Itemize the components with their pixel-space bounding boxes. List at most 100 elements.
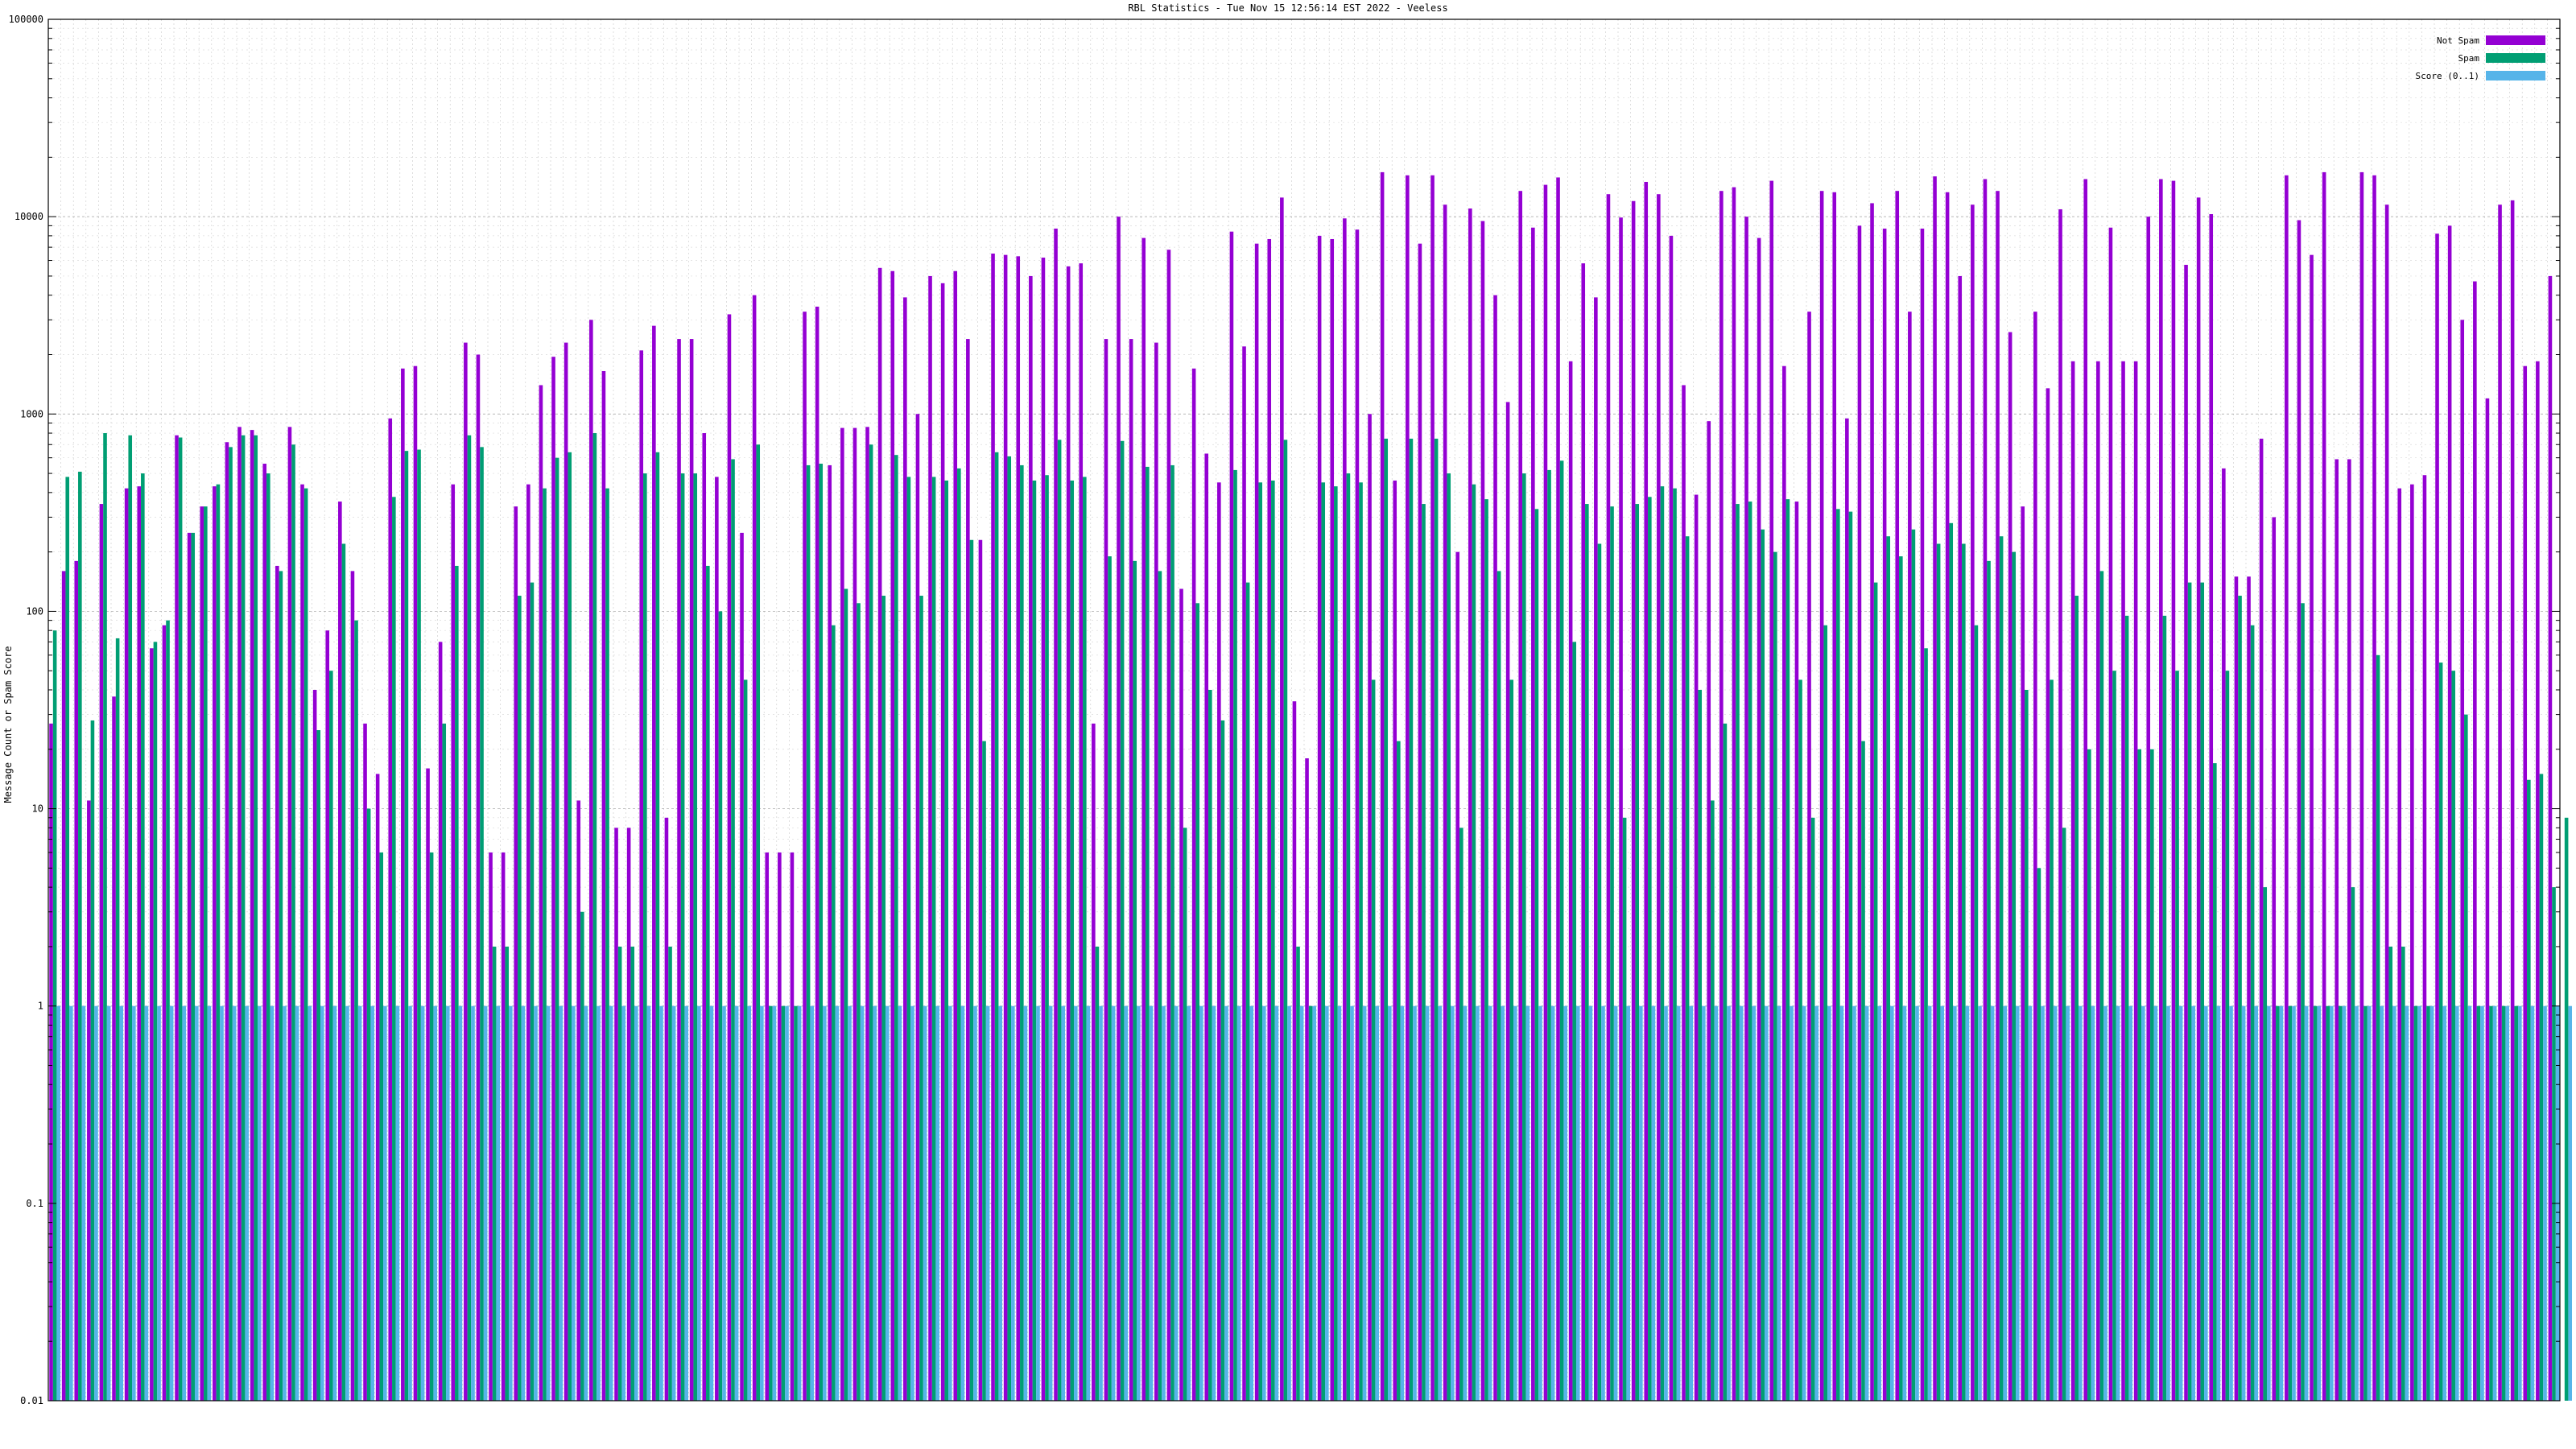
bar-not-spam <box>2083 179 2088 1402</box>
bar-spam <box>1949 522 1954 1401</box>
bar-spam <box>505 946 510 1401</box>
bar-spam <box>756 444 761 1402</box>
bar-score-0-1- <box>2141 1005 2145 1401</box>
chart-title: RBL Statistics - Tue Nov 15 12:56:14 EST… <box>1128 2 1447 14</box>
bar-score-0-1- <box>81 1005 86 1401</box>
bar-spam <box>957 468 961 1402</box>
bar-score-0-1- <box>747 1005 752 1401</box>
bar-spam <box>1899 556 1903 1401</box>
bar-not-spam <box>2347 459 2351 1401</box>
bar-score-0-1- <box>1576 1005 1580 1401</box>
bar-spam <box>869 444 873 1402</box>
bar-spam <box>2074 596 2079 1401</box>
bar-spam <box>1861 741 1865 1401</box>
bar-not-spam <box>1594 297 1598 1402</box>
bar-score-0-1- <box>1174 1005 1179 1401</box>
bar-spam <box>2564 817 2569 1401</box>
bar-spam <box>329 671 333 1401</box>
bar-not-spam <box>2272 517 2277 1401</box>
bar-not-spam <box>2285 175 2289 1402</box>
bar-score-0-1- <box>935 1005 940 1401</box>
bar-not-spam <box>312 689 317 1401</box>
bar-score-0-1- <box>207 1005 212 1401</box>
bar-not-spam <box>2485 398 2490 1401</box>
y-tick-label: 10 <box>32 803 43 815</box>
bar-score-0-1- <box>471 1005 475 1401</box>
bar-not-spam <box>514 506 518 1401</box>
bar-spam <box>1183 828 1187 1401</box>
bar-spam <box>2238 596 2242 1401</box>
bar-spam <box>2112 671 2116 1401</box>
bar-spam <box>844 588 848 1401</box>
bar-spam <box>1146 466 1150 1401</box>
bar-spam <box>78 471 82 1401</box>
bar-spam <box>1585 504 1589 1401</box>
bar-not-spam <box>1242 346 1246 1401</box>
bar-score-0-1- <box>458 1005 463 1401</box>
bar-spam <box>1622 817 1627 1401</box>
bar-spam <box>1133 560 1137 1401</box>
bar-spam <box>103 433 107 1402</box>
bar-not-spam <box>137 486 142 1401</box>
bar-not-spam <box>1305 758 1309 1401</box>
bar-spam <box>354 620 358 1401</box>
bar-score-0-1- <box>910 1005 914 1401</box>
bar-spam <box>2326 1005 2330 1401</box>
y-tick-label: 100 <box>26 605 43 617</box>
bar-score-0-1- <box>2254 1005 2259 1401</box>
bar-score-0-1- <box>332 1005 337 1401</box>
bar-spam <box>1484 499 1488 1402</box>
bar-not-spam <box>614 828 618 1401</box>
bar-spam <box>1321 482 1326 1401</box>
bar-score-0-1- <box>370 1005 375 1401</box>
bar-not-spam <box>112 696 116 1401</box>
bar-not-spam <box>803 312 807 1401</box>
bar-not-spam <box>1769 180 1774 1402</box>
bar-not-spam <box>2033 312 2037 1401</box>
bar-score-0-1- <box>646 1005 651 1401</box>
plot-frame <box>47 19 2561 1402</box>
bar-not-spam <box>2234 576 2239 1401</box>
bar-spam <box>266 473 270 1401</box>
bar-score-0-1- <box>572 1005 576 1401</box>
bar-score-0-1- <box>1525 1005 1530 1401</box>
bar-spam <box>2376 654 2380 1401</box>
bar-score-0-1- <box>1613 1005 1618 1401</box>
bar-spam <box>480 447 484 1401</box>
bar-score-0-1- <box>1187 1005 1191 1401</box>
bar-spam <box>429 852 434 1401</box>
bar-spam <box>1698 689 1703 1401</box>
bar-not-spam <box>99 504 104 1401</box>
bar-score-0-1- <box>2568 1005 2573 1401</box>
bar-not-spam <box>1204 453 1209 1401</box>
bar-not-spam <box>1581 263 1586 1402</box>
bar-not-spam <box>928 275 932 1401</box>
bar-score-0-1- <box>1563 1005 1568 1401</box>
bar-spam <box>1108 556 1112 1401</box>
bar-not-spam <box>213 486 217 1401</box>
bar-not-spam <box>1819 191 1824 1401</box>
bar-not-spam <box>162 625 167 1401</box>
bar-not-spam <box>1079 263 1084 1402</box>
bar-not-spam <box>1531 227 1535 1401</box>
bar-score-0-1- <box>1626 1005 1631 1401</box>
bar-spam <box>1773 551 1777 1401</box>
bar-not-spam <box>2159 179 2163 1402</box>
bar-spam <box>2501 1005 2506 1401</box>
bar-spam <box>1999 536 2004 1402</box>
bar-score-0-1- <box>69 1005 73 1401</box>
bar-score-0-1- <box>823 1005 827 1401</box>
bar-spam <box>718 611 723 1401</box>
bar-spam <box>2137 749 2142 1401</box>
bar-not-spam <box>1267 238 1272 1401</box>
bar-score-0-1- <box>1752 1005 1757 1401</box>
bar-spam <box>316 730 321 1401</box>
bar-score-0-1- <box>2292 1005 2296 1401</box>
bar-not-spam <box>1355 229 1360 1402</box>
bar-score-0-1- <box>144 1005 149 1401</box>
bar-spam <box>1785 499 1790 1402</box>
bar-spam <box>1873 582 1878 1401</box>
bar-not-spam <box>2523 365 2528 1401</box>
bar-spam <box>881 596 886 1401</box>
bar-score-0-1- <box>1852 1005 1856 1401</box>
